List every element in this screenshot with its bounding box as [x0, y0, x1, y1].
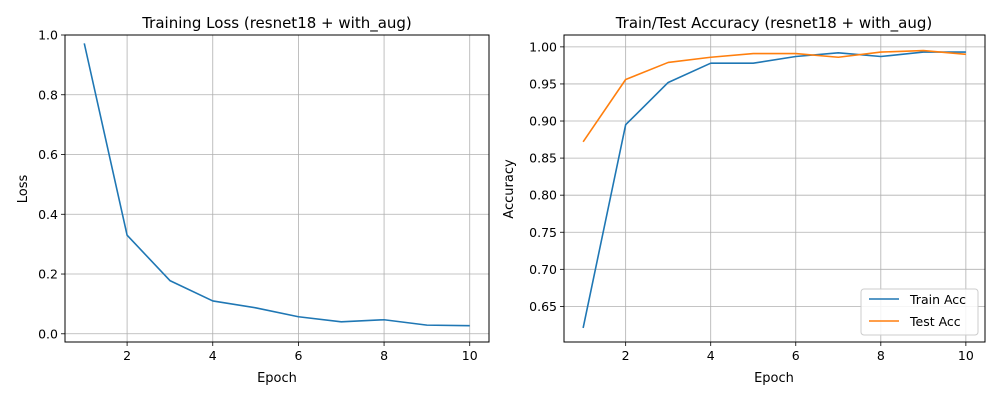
loss-y-tick-label: 0.8: [38, 87, 58, 102]
accuracy-x-tick-label: 10: [958, 348, 974, 363]
accuracy-x-tick-label: 4: [707, 348, 715, 363]
accuracy-series-line-train-acc: [582, 51, 966, 329]
accuracy-y-tick-label: 0.85: [529, 151, 557, 166]
accuracy-chart: Train/Test Accuracy (resnet18 + with_aug…: [502, 14, 986, 386]
loss-x-tick-label: 2: [123, 348, 131, 363]
loss-y-tick-label: 1.0: [38, 28, 58, 43]
loss-x-tick-label: 4: [209, 348, 217, 363]
accuracy-y-ticks: 0.65 0.70 0.75 0.80 0.85 0.90 0.95 1.00: [529, 39, 564, 314]
loss-x-ticks: 2 4 6 8 10: [123, 342, 478, 363]
loss-x-tick-label: 6: [294, 348, 302, 363]
accuracy-y-tick-label: 0.75: [529, 225, 557, 240]
accuracy-grid: [564, 35, 985, 342]
loss-chart: Training Loss (resnet18 + with_aug) 2 4 6 8…: [16, 14, 490, 386]
accuracy-series-line-test-acc: [582, 49, 966, 143]
accuracy-y-tick-label: 0.95: [529, 76, 557, 91]
accuracy-y-tick-label: 0.80: [529, 188, 557, 203]
loss-y-tick-label: 0.4: [38, 207, 58, 222]
accuracy-y-tick-label: 0.90: [529, 114, 557, 129]
loss-plot-frame: [64, 34, 490, 343]
loss-y-axis-label: Loss: [16, 175, 31, 204]
accuracy-series: [582, 49, 966, 329]
accuracy-x-ticks: 2 4 6 8 10: [622, 342, 974, 363]
accuracy-y-tick-label: 1.00: [529, 39, 557, 54]
accuracy-x-tick-label: 8: [877, 348, 885, 363]
loss-series: [83, 43, 470, 327]
loss-x-tick-label: 10: [462, 348, 478, 363]
loss-y-tick-label: 0.6: [38, 147, 58, 162]
legend-box: [860, 288, 979, 336]
accuracy-x-axis-label: Epoch: [754, 371, 794, 386]
loss-x-axis-label: Epoch: [257, 371, 297, 386]
loss-y-tick-label: 0.2: [38, 267, 58, 282]
accuracy-y-tick-label: 0.70: [529, 262, 557, 277]
accuracy-x-tick-label: 2: [622, 348, 630, 363]
accuracy-chart-title: Train/Test Accuracy (resnet18 + with_aug…: [615, 14, 933, 33]
accuracy-y-axis-label: Accuracy: [502, 159, 517, 219]
loss-y-tick-label: 0.0: [38, 326, 58, 341]
accuracy-x-tick-label: 6: [792, 348, 800, 363]
loss-x-tick-label: 8: [380, 348, 388, 363]
loss-y-ticks: 0.0 0.2 0.4 0.6 0.8 1.0: [38, 28, 65, 341]
loss-chart-title: Training Loss (resnet18 + with_aug): [141, 14, 412, 33]
loss-series-line-loss: [83, 43, 470, 327]
legend-label-test-acc: Test Acc: [909, 314, 961, 329]
accuracy-plot-frame: [563, 34, 986, 343]
accuracy-legend: Train Acc Test Acc: [860, 288, 979, 336]
legend-label-train-acc: Train Acc: [909, 292, 966, 307]
accuracy-y-tick-label: 0.65: [529, 299, 557, 314]
